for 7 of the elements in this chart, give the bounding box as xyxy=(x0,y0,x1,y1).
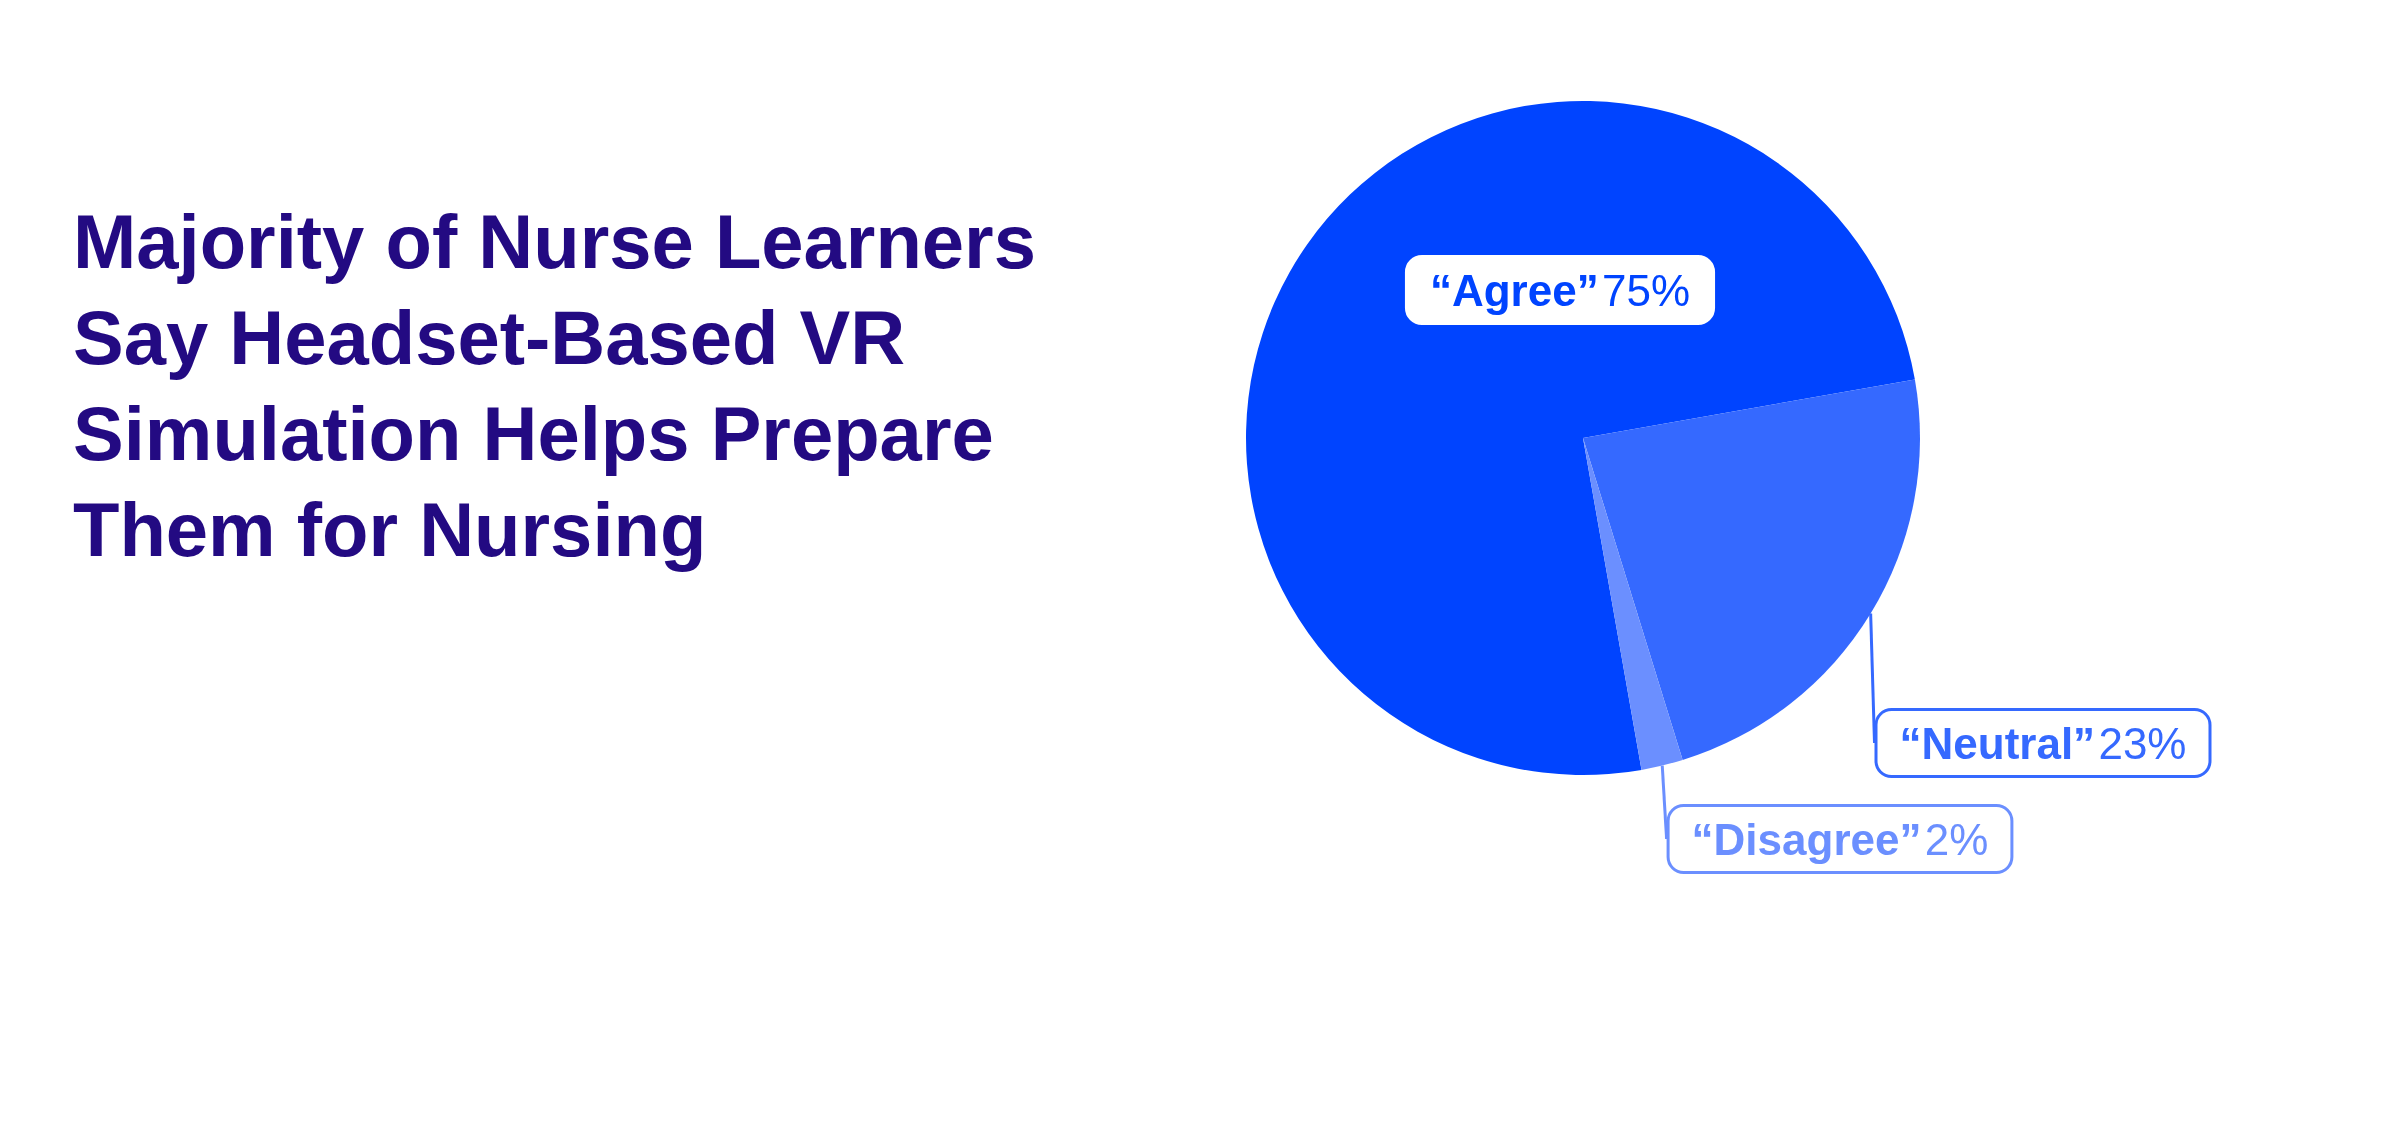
text: Majority of Nurse Learners Say Headset-Based VR Simulation Helps Prepare Them for Nursing xyxy=(73,198,1058,572)
data-label: 75% xyxy=(1601,265,1691,315)
slice-label: “Disagree” xyxy=(1691,814,1922,864)
data-label: 23% xyxy=(2098,718,2187,768)
slice-label: “Agree” xyxy=(1429,265,1599,315)
slice-label: “Neutral” xyxy=(1899,718,2096,768)
data-label: 2% xyxy=(1924,814,1989,864)
